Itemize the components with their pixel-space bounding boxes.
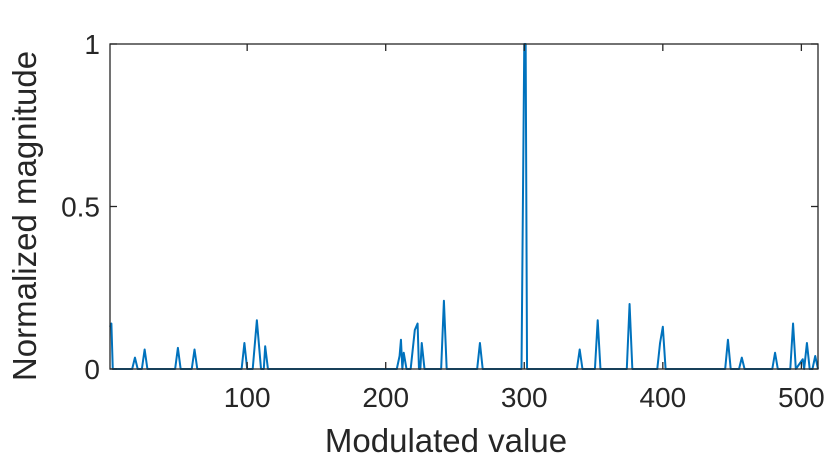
y-tick-label: 1 xyxy=(84,29,100,60)
x-axis-label: Modulated value xyxy=(325,422,567,458)
plot-area xyxy=(110,44,818,369)
plot-background xyxy=(110,44,818,369)
y-tick-label: 0.5 xyxy=(61,192,100,223)
x-tick-label: 500 xyxy=(778,382,825,413)
axes: 100 200 300 400 500 0 0.5 1 xyxy=(61,29,825,413)
x-tick-label: 400 xyxy=(639,382,686,413)
x-tick-label: 100 xyxy=(224,382,271,413)
y-tick-label: 0 xyxy=(84,354,100,385)
y-axis-label: Normalized magnitude xyxy=(6,51,43,381)
x-tick-label: 200 xyxy=(362,382,409,413)
x-tick-label: 300 xyxy=(501,382,548,413)
